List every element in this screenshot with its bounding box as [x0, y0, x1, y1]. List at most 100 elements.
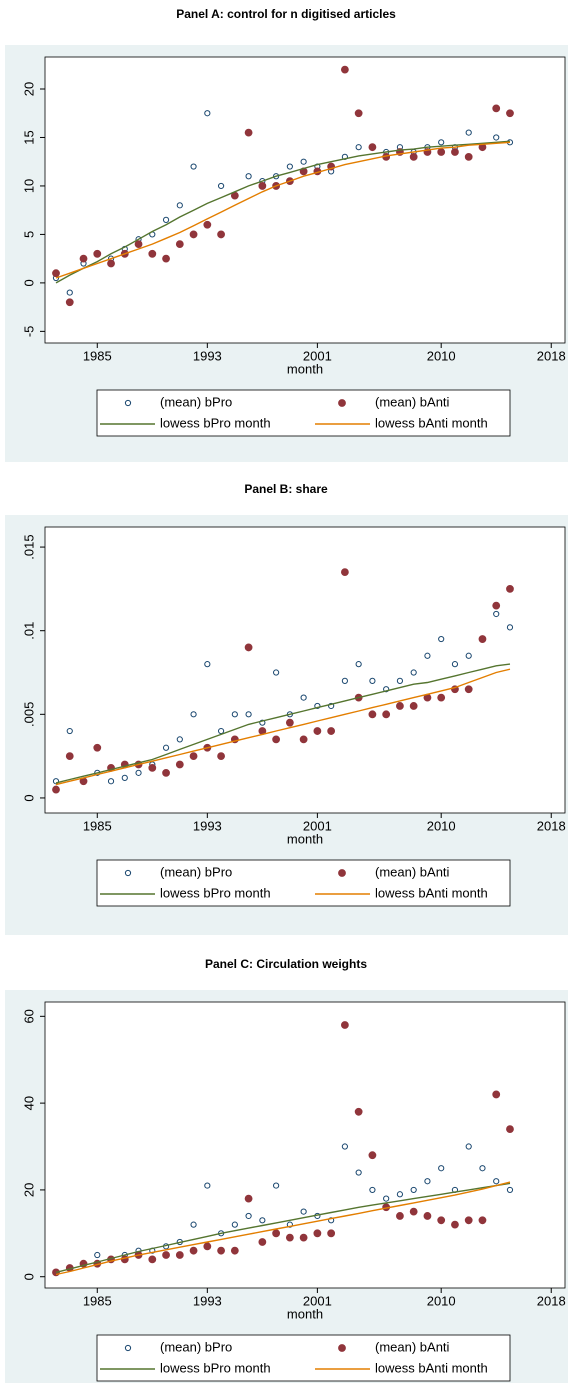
point: [313, 727, 322, 735]
legend-label: (mean) bPro: [160, 1339, 232, 1354]
y-tick-label: .01: [21, 622, 36, 640]
point: [94, 1251, 101, 1259]
point: [369, 1186, 376, 1194]
point: [175, 240, 184, 249]
point: [410, 669, 417, 676]
chart-title: Panel C: Circulation weights: [205, 957, 367, 971]
x-tick-label: 2001: [303, 818, 332, 833]
point: [259, 719, 266, 726]
point: [162, 1251, 170, 1259]
point: [175, 760, 184, 769]
legend-label: (mean) bAnti: [375, 394, 450, 409]
y-tick-label: 5: [21, 231, 36, 238]
x-axis-label: month: [287, 361, 323, 376]
point: [217, 230, 225, 239]
point: [327, 1229, 336, 1238]
point: [451, 148, 459, 156]
point: [259, 1217, 266, 1224]
point: [355, 661, 362, 668]
legend-marker: [124, 399, 132, 407]
legend-label: lowess bPro month: [160, 415, 271, 430]
point: [368, 710, 377, 719]
point: [52, 785, 60, 794]
point: [464, 685, 473, 694]
y-tick-label: 10: [21, 179, 36, 193]
y-tick-label: .015: [21, 534, 36, 559]
point: [437, 148, 446, 156]
lowess-line: [55, 141, 511, 279]
point: [148, 763, 157, 772]
point: [217, 752, 225, 761]
y-tick-label: -5: [21, 326, 36, 338]
legend-label: lowess bAnti month: [375, 1360, 488, 1375]
point: [93, 249, 102, 258]
point: [341, 677, 348, 684]
panel: Panel B: share 0 .005 .01 .015 1985 1993 2001 20…: [5, 482, 568, 935]
point: [396, 1212, 404, 1220]
x-tick-label: 2001: [303, 1293, 332, 1308]
point: [493, 1178, 500, 1185]
point: [478, 1216, 487, 1225]
point: [121, 774, 128, 781]
point: [354, 1107, 363, 1116]
legend-marker: [338, 1344, 346, 1352]
point: [396, 702, 404, 710]
point: [244, 128, 253, 137]
point: [424, 1178, 431, 1185]
point: [383, 1195, 390, 1202]
lowess-line: [55, 140, 511, 284]
point: [300, 1208, 307, 1215]
point: [258, 182, 267, 190]
point: [328, 702, 335, 710]
legend-marker: [338, 869, 346, 877]
point: [437, 1216, 446, 1225]
point: [79, 254, 88, 263]
point: [107, 778, 115, 785]
point: [245, 711, 252, 718]
point: [368, 143, 377, 152]
point: [93, 743, 102, 752]
point: [204, 661, 211, 668]
point: [272, 1229, 281, 1238]
legend-box: [96, 1334, 511, 1382]
point: [190, 163, 197, 170]
lowess-line: [55, 1182, 511, 1274]
point: [203, 1242, 212, 1251]
point: [451, 661, 459, 668]
point: [162, 768, 170, 777]
point: [410, 1186, 417, 1194]
legend-label: (mean) bAnti: [375, 864, 450, 879]
point: [465, 129, 472, 136]
point: [52, 269, 60, 278]
legend-label: lowess bAnti month: [375, 885, 488, 900]
point: [176, 202, 183, 209]
point: [175, 1251, 184, 1259]
y-tick-label: 40: [21, 1096, 36, 1110]
point: [327, 727, 336, 735]
point: [190, 1221, 197, 1228]
legend-marker: [338, 399, 346, 407]
point: [217, 1246, 225, 1255]
point: [300, 694, 307, 701]
point: [409, 152, 418, 161]
point: [464, 1216, 473, 1225]
point: [65, 752, 74, 761]
point: [465, 652, 472, 659]
point: [107, 259, 115, 268]
point: [286, 1221, 293, 1228]
x-tick-label: 2010: [427, 348, 456, 363]
point: [231, 1221, 238, 1228]
x-tick-label: 2018: [537, 348, 566, 363]
point: [52, 778, 60, 785]
panel: Panel C: Circulation weights 0 20 40 60 1985 1…: [5, 957, 568, 1383]
point: [272, 735, 281, 744]
point: [368, 1151, 377, 1160]
y-tick-label: 0: [21, 1273, 36, 1280]
point: [162, 216, 170, 223]
point: [286, 163, 293, 170]
point: [273, 173, 280, 180]
point: [492, 1090, 501, 1099]
x-tick-label: 2001: [303, 348, 332, 363]
point: [204, 110, 211, 117]
point: [493, 610, 500, 618]
